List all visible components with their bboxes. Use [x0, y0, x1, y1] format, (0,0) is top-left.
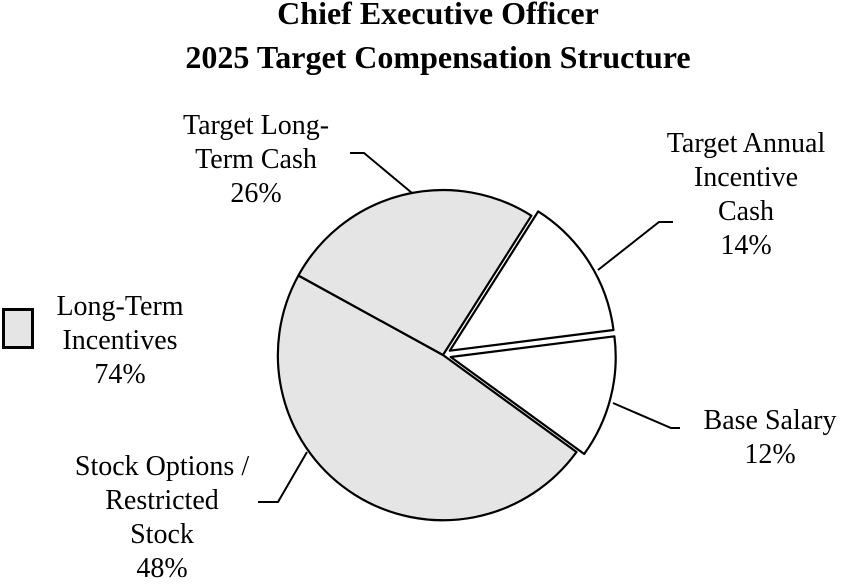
leader-stock-options-restricted-stock — [258, 451, 308, 503]
legend-value: 74% — [94, 359, 146, 390]
pie-slice-target-long-term-cash — [297, 188, 533, 357]
label-value: 48% — [136, 553, 188, 584]
legend-swatch-long-term-incentives — [2, 308, 34, 349]
label-line: Restricted — [105, 485, 219, 516]
label-value: 14% — [720, 230, 772, 261]
label-line: Stock Options / — [74, 451, 250, 482]
chart-title-line1: Chief Executive Officer — [277, 0, 599, 31]
pie-slice-base-salary — [449, 335, 617, 456]
label-target-annual-incentive-cash: Target Annual Incentive Cash 14% — [596, 127, 845, 263]
label-line: Target Long- — [182, 110, 330, 141]
label-line: Base Salary — [703, 405, 837, 436]
legend-line: Long-Term — [56, 291, 184, 322]
label-line: Cash — [718, 196, 774, 227]
pie-slice-stock-options-restricted-stock — [276, 274, 578, 522]
leader-target-long-term-cash — [350, 152, 413, 194]
chart-title: Chief Executive Officer 2025 Target Comp… — [185, 0, 690, 79]
label-base-salary: Base Salary 12% — [620, 404, 845, 472]
leader-target-annual-incentive-cash — [597, 221, 673, 271]
label-value: 12% — [744, 439, 796, 470]
label-target-long-term-cash: Target Long- Term Cash 26% — [106, 109, 406, 211]
pie-slice-target-annual-incentive-cash — [448, 210, 615, 352]
label-line: Term Cash — [195, 144, 317, 175]
label-value: 26% — [230, 178, 282, 209]
label-line: Stock — [130, 519, 194, 550]
chart-title-line2: 2025 Target Compensation Structure — [185, 39, 691, 75]
legend-line: Incentives — [62, 325, 178, 356]
label-line: Target Annual — [666, 128, 826, 159]
label-line: Incentive — [693, 162, 799, 193]
legend-label-long-term-incentives: Long-Term Incentives 74% — [0, 290, 270, 392]
leader-base-salary — [612, 402, 680, 429]
label-stock-options-restricted-stock: Stock Options / Restricted Stock 48% — [12, 450, 312, 585]
